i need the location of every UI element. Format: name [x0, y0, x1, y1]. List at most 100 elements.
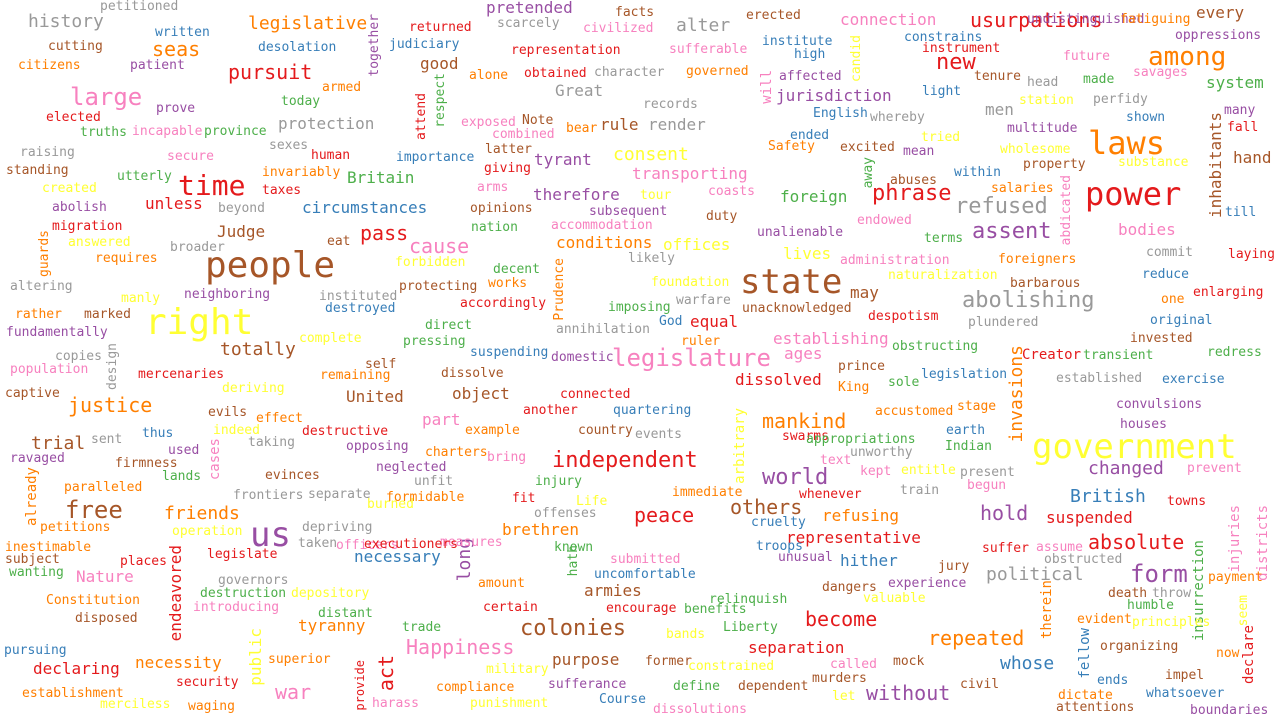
cloud-word: dictate — [1058, 688, 1113, 703]
cloud-word: fundamentally — [6, 325, 108, 340]
cloud-word: candid — [849, 35, 864, 82]
cloud-word: multitude — [1007, 121, 1078, 136]
cloud-word: compliance — [436, 680, 515, 695]
cloud-word: superior — [268, 652, 331, 667]
cloud-word: relinquish — [709, 592, 788, 607]
cloud-word: attend — [414, 93, 429, 140]
cloud-word: protecting — [399, 279, 478, 294]
cloud-word: Note — [522, 113, 554, 128]
cloud-word: unworthy — [850, 445, 913, 460]
cloud-word: obtained — [524, 66, 587, 81]
cloud-word: decent — [493, 262, 540, 277]
cloud-word: pretended — [486, 0, 573, 17]
cloud-word: indeed — [213, 423, 260, 438]
cloud-word: suspending — [470, 345, 549, 360]
cloud-word: towns — [1167, 494, 1207, 509]
cloud-word: equal — [690, 312, 739, 331]
cloud-word: population — [10, 362, 89, 377]
cloud-word: let — [832, 689, 856, 704]
cloud-word: accommodation — [551, 218, 653, 233]
cloud-word: high — [794, 47, 826, 62]
cloud-word: declaring — [33, 659, 120, 678]
cloud-word: Liberty — [723, 620, 778, 635]
cloud-word: plundered — [968, 315, 1039, 330]
cloud-word: subsequent — [589, 204, 668, 219]
cloud-word: earth — [946, 423, 986, 438]
cloud-word: imposing — [608, 300, 671, 315]
cloud-word: administration — [840, 253, 950, 268]
cloud-word: boundaries — [1190, 703, 1269, 718]
cloud-word: hold — [980, 501, 1029, 525]
cloud-word: subject — [5, 552, 60, 567]
cloud-word: cause — [409, 234, 470, 258]
cloud-word: public — [246, 628, 265, 686]
cloud-word: redress — [1207, 345, 1262, 360]
cloud-word: train — [900, 483, 940, 498]
cloud-word: fit — [512, 491, 536, 506]
cloud-word: frontiers — [233, 488, 304, 503]
cloud-word: pursuing — [4, 643, 67, 658]
cloud-word: depository — [291, 586, 370, 601]
cloud-word: part — [422, 410, 461, 429]
cloud-word: throw — [1152, 586, 1192, 601]
cloud-word: abuses — [890, 173, 937, 188]
cloud-word: design — [105, 343, 120, 390]
cloud-word: trade — [402, 620, 442, 635]
cloud-word: attentions — [1056, 700, 1135, 715]
cloud-word: governed — [686, 64, 749, 79]
cloud-word: records — [643, 97, 698, 112]
cloud-word: sufferable — [669, 42, 748, 57]
cloud-word: former — [645, 654, 692, 669]
cloud-word: raising — [20, 145, 75, 160]
cloud-word: whereby — [870, 110, 925, 125]
cloud-word: barbarous — [1010, 276, 1081, 291]
cloud-word: tour — [640, 188, 672, 203]
cloud-word: act — [374, 655, 398, 692]
cloud-word: wholesome — [1000, 142, 1071, 157]
cloud-word: property — [1023, 157, 1086, 172]
cloud-word: bear — [566, 121, 598, 136]
cloud-word: depriving — [302, 520, 373, 535]
cloud-word: instrument — [922, 41, 1001, 56]
cloud-word: citizens — [18, 58, 81, 73]
cloud-word: now — [1216, 646, 1240, 661]
cloud-word: security — [176, 675, 239, 690]
cloud-word: abolish — [52, 200, 107, 215]
cloud-word: opinions — [470, 201, 533, 216]
cloud-word: unless — [145, 194, 203, 213]
cloud-word: certain — [483, 600, 538, 615]
cloud-word: Course — [599, 692, 646, 707]
cloud-word: thus — [142, 426, 174, 441]
cloud-word: complete — [299, 331, 362, 346]
cloud-word: refused — [955, 194, 1048, 219]
cloud-word: enlarging — [1193, 285, 1264, 300]
cloud-word: burned — [367, 497, 414, 512]
cloud-word: province — [204, 124, 267, 139]
cloud-word: immediate — [672, 485, 743, 500]
cloud-word: establishment — [22, 686, 124, 701]
cloud-word: used — [168, 443, 200, 458]
cloud-word: sufferance — [548, 677, 627, 692]
cloud-word: works — [488, 276, 528, 291]
cloud-word: alone — [469, 68, 509, 83]
cloud-word: injury — [535, 474, 582, 489]
cloud-word: ages — [784, 344, 823, 363]
cloud-word: civilized — [583, 21, 654, 36]
cloud-word: Great — [555, 81, 604, 100]
cloud-word: brethren — [502, 520, 580, 539]
cloud-word: cutting — [48, 39, 103, 54]
cloud-word: foundation — [651, 275, 730, 290]
cloud-word: lives — [783, 244, 832, 263]
cloud-word: phrase — [872, 181, 952, 206]
cloud-word: free — [65, 496, 123, 524]
cloud-word: introducing — [193, 600, 280, 615]
cloud-word: dissolve — [441, 366, 504, 381]
cloud-word: payment — [1208, 570, 1263, 585]
cloud-word: harass — [372, 696, 419, 711]
cloud-word: pursuit — [228, 60, 313, 84]
cloud-word: suffer — [982, 541, 1029, 556]
cloud-word: unacknowledged — [742, 301, 852, 316]
cloud-word: mankind — [762, 409, 847, 433]
cloud-word: colonies — [520, 616, 626, 641]
